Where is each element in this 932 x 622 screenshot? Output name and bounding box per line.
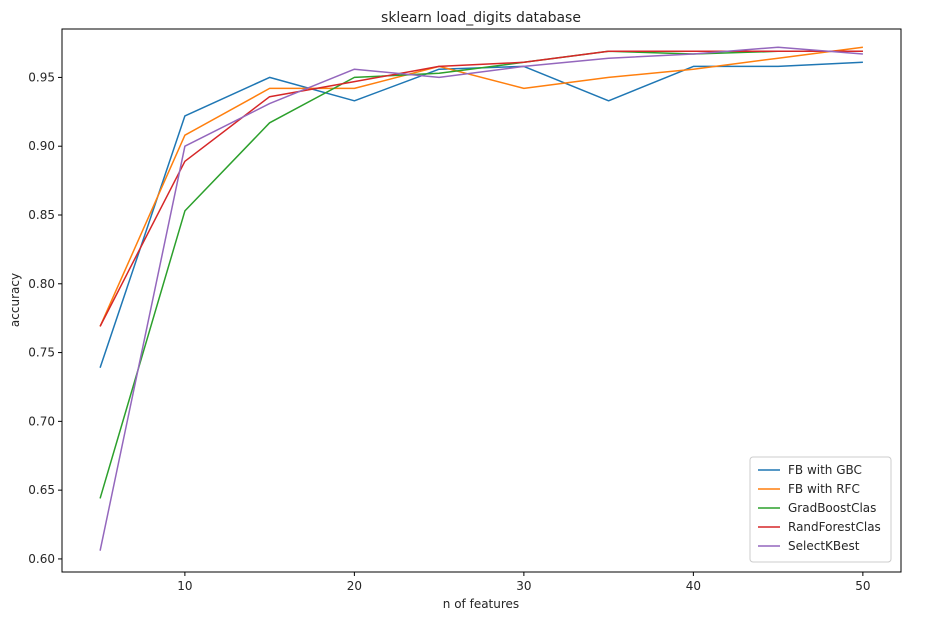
series-line: [99, 46, 863, 327]
y-tick-label: 0.90: [28, 139, 55, 153]
x-axis: 10 20 30 40 50: [177, 572, 871, 593]
y-axis: 0.60 0.65 0.70 0.75 0.80 0.85 0.90 0.95: [28, 70, 62, 566]
legend-label: FB with RFC: [788, 482, 860, 496]
y-tick-label: 0.60: [28, 552, 55, 566]
x-axis-label: n of features: [443, 597, 519, 611]
series-line: [99, 46, 863, 551]
x-tick-label: 30: [516, 579, 531, 593]
series-lines: [99, 46, 863, 551]
legend: FB with GBC FB with RFC GradBoostClas RandF…: [749, 456, 892, 563]
y-tick-label: 0.70: [28, 414, 55, 428]
x-tick-label: 40: [686, 579, 701, 593]
legend-frame: [749, 456, 892, 563]
y-axis-label: accuracy: [8, 273, 22, 327]
x-tick-label: 10: [177, 579, 192, 593]
y-tick-label: 0.80: [28, 277, 55, 291]
y-tick-label: 0.95: [28, 70, 55, 84]
x-tick-label: 50: [855, 579, 870, 593]
y-tick-label: 0.85: [28, 208, 55, 222]
legend-label: FB with GBC: [788, 463, 862, 477]
legend-label: GradBoostClas: [788, 501, 876, 515]
chart-title: sklearn load_digits database: [381, 10, 581, 26]
series-line: [99, 50, 863, 499]
legend-label: RandForestClas: [788, 520, 881, 534]
y-tick-label: 0.75: [28, 346, 55, 360]
y-tick-label: 0.65: [28, 483, 55, 497]
legend-label: SelectKBest: [788, 539, 860, 553]
x-tick-label: 20: [347, 579, 362, 593]
